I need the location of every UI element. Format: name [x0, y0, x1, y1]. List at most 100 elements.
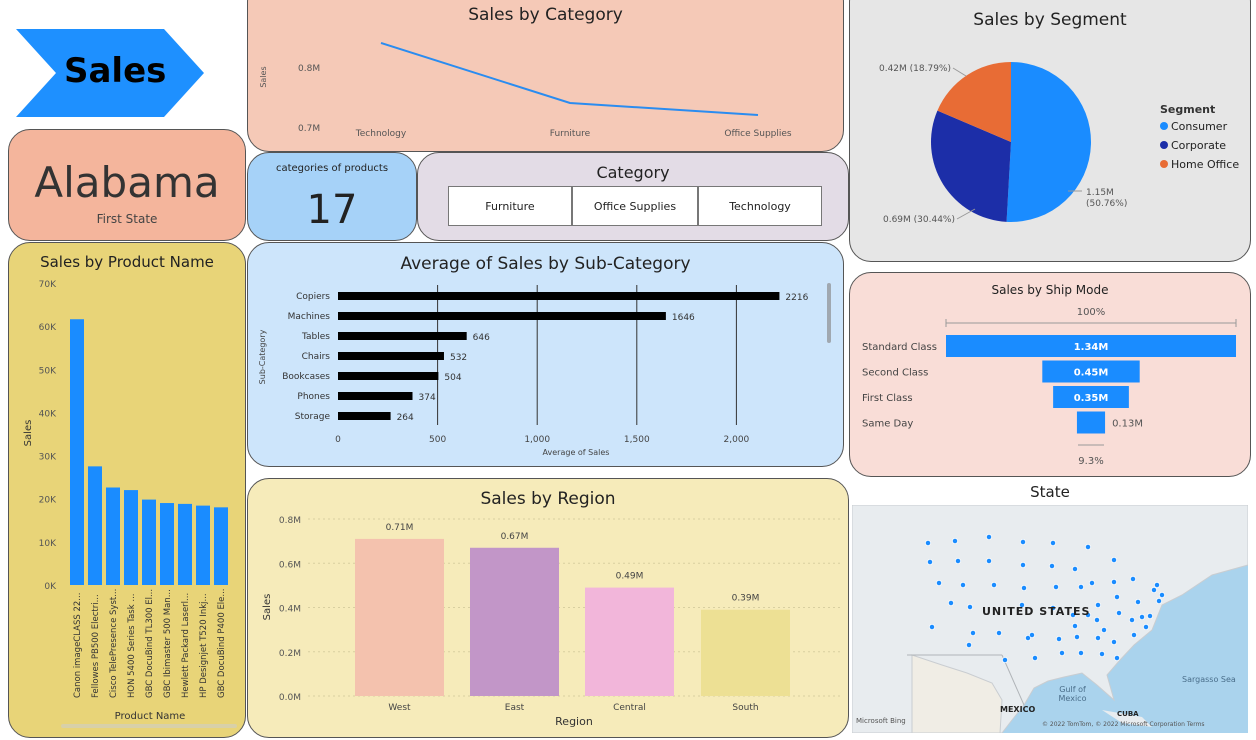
state-map-title: State [1030, 483, 1070, 501]
region-bar [585, 587, 674, 696]
product-bar [160, 503, 174, 585]
product-xtick: GBC Ibimaster 500 Man... [163, 589, 173, 698]
map-state-marker [1056, 636, 1062, 642]
product-scrollbar [61, 724, 237, 728]
segment-legend: Segment Consumer Corporate Home Office [1160, 103, 1239, 171]
map-state-marker [1002, 657, 1008, 663]
hbar-ytick: Copiers [296, 292, 330, 302]
map-state-marker [936, 580, 942, 586]
pie-slice [1006, 62, 1091, 222]
hbar-ylabel: Sub-Category [258, 329, 267, 384]
map-state-marker [986, 558, 992, 564]
map-state-marker [1029, 632, 1035, 638]
hbar-xtick: 0 [335, 435, 341, 445]
pie-data-label-pct: (50.76%) [1086, 199, 1127, 209]
avg-sales-subcat-chart: 0 500 1,000 1,500 2,000 Average of Sales Sub-C… [258, 285, 809, 457]
map-state-marker [1116, 610, 1122, 616]
legend-label-consumer: Consumer [1171, 120, 1228, 133]
slicer-option-technology[interactable]: Technology [698, 186, 822, 226]
funnel-category: Standard Class [862, 342, 937, 353]
product-xtick: HP Designjet T520 Inkj... [199, 593, 209, 698]
hbar-xtick: 500 [429, 435, 446, 445]
region-xtick: Central [613, 703, 646, 713]
hbar-data-label: 374 [419, 393, 436, 403]
map-state-marker [1147, 613, 1153, 619]
subcat-scrollbar[interactable] [827, 283, 831, 343]
pie-slice [931, 110, 1011, 222]
map-state-marker [1049, 563, 1055, 569]
region-xtick: West [388, 703, 411, 713]
map-attribution[interactable]: © 2022 TomTom, © 2022 Microsoft Corporat… [1042, 721, 1205, 728]
map-state-marker [1072, 623, 1078, 629]
hbar-data-label: 532 [450, 353, 467, 363]
map-state-marker [1020, 562, 1026, 568]
map-state-marker [1156, 598, 1162, 604]
pie-data-label: 0.69M (30.44%) [883, 215, 955, 225]
sales-by-segment-chart: 1.15M(50.76%) 0.69M (30.44%) 0.42M (18.79%… [879, 62, 1127, 225]
sales-by-region-card: Sales by Region 0.0M 0.2M 0.4M 0.6M 0.8M Sale… [247, 478, 849, 738]
hbar-ytick: Machines [288, 312, 331, 322]
legend-item-home-office[interactable]: Home Office [1160, 158, 1239, 171]
hbar-ytick: Bookcases [282, 372, 330, 382]
region-xlabel: Region [555, 715, 593, 728]
hbar-data-label: 1646 [672, 313, 695, 323]
kpi-card: categories of products 17 [247, 152, 417, 241]
map-state-marker [966, 642, 972, 648]
state-subtitle: First State [96, 212, 158, 226]
hbar-bar [338, 412, 391, 420]
line-series [380, 42, 759, 116]
region-ytick: 0.8M [279, 516, 301, 526]
sales-by-product-card: Sales by Product Name 0K 10K 20K 30K 40K 50K 6… [8, 242, 246, 738]
funnel-data-label: 1.34M [1074, 342, 1109, 353]
state-name: Alabama [34, 158, 220, 207]
map-label-gulf: Gulf of Mexico [1058, 685, 1087, 703]
legend-item-corporate[interactable]: Corporate [1160, 139, 1239, 152]
region-data-label: 0.71M [386, 523, 414, 533]
legend-label-home-office: Home Office [1171, 158, 1240, 171]
map-state-marker [1032, 655, 1038, 661]
line-ytick: 0.7M [298, 124, 320, 134]
map-state-marker [991, 582, 997, 588]
map-state-marker [1095, 602, 1101, 608]
product-xtick: Canon imageCLASS 22... [73, 593, 83, 698]
hbar-ytick: Tables [301, 332, 330, 342]
sales-by-shipmode-card: Sales by Ship Mode 100% Standard Class 1.3… [849, 272, 1251, 477]
region-ytick: 0.6M [279, 560, 301, 570]
avg-sales-subcat-card: Average of Sales by Sub-Category 0 500 1,0… [247, 242, 844, 467]
slicer-option-office-supplies[interactable]: Office Supplies [572, 186, 698, 226]
hbar-ytick: Phones [297, 392, 330, 402]
map-state-marker [1111, 579, 1117, 585]
region-data-label: 0.39M [732, 594, 760, 604]
hbar-ytick: Chairs [302, 352, 331, 362]
pie-slice [937, 62, 1011, 142]
hbar-xtick: 1,000 [524, 435, 550, 445]
map-state-marker [1129, 617, 1135, 623]
state-map[interactable]: UNITED STATES MEXICO Gulf of Mexico Sarg… [852, 505, 1248, 733]
region-bar [701, 609, 790, 696]
map-state-marker [960, 582, 966, 588]
map-label-cuba: CUBA [1117, 710, 1139, 718]
hbar-xtick: 1,500 [624, 435, 650, 445]
map-state-marker [1078, 650, 1084, 656]
funnel-bottom-percent: 9.3% [1078, 456, 1103, 467]
sales-by-segment-title: Sales by Segment [973, 10, 1127, 30]
pie-data-label: 1.15M [1086, 188, 1114, 198]
legend-item-consumer[interactable]: Consumer [1160, 120, 1239, 133]
product-ytick: 0K [44, 582, 57, 592]
sales-by-product-chart: 0K 10K 20K 30K 40K 50K 60K 70K Sales Canon imageC… [23, 280, 237, 728]
hbar-data-label: 264 [397, 413, 414, 423]
map-label-country: UNITED STATES [982, 605, 1091, 618]
slicer-option-furniture[interactable]: Furniture [448, 186, 572, 226]
product-ytick: 20K [39, 496, 57, 506]
map-label-sargasso: Sargasso Sea [1182, 675, 1236, 684]
map-state-marker [1143, 624, 1149, 630]
map-state-marker [1050, 605, 1056, 611]
region-data-label: 0.67M [501, 532, 529, 542]
funnel-bar [1042, 360, 1140, 383]
funnel-bar [946, 335, 1236, 357]
map-state-marker [967, 604, 973, 610]
hbar-xtick: 2,000 [724, 435, 750, 445]
hbar-bar [338, 372, 439, 380]
sales-banner: Sales [14, 27, 206, 119]
funnel-bar [1053, 386, 1129, 408]
